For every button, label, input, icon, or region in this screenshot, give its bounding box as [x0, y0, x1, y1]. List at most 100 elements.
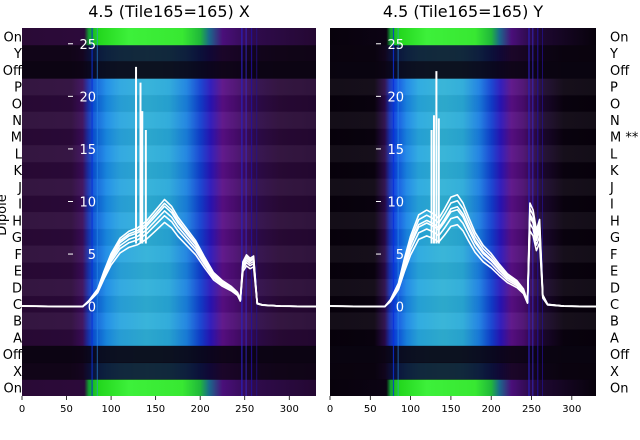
- overlay-tick-label: 0: [396, 301, 404, 316]
- heatmap-streak: [392, 28, 395, 396]
- x-axis: 0 50 100 150 200 250 300: [327, 396, 581, 415]
- category-label: N: [12, 114, 22, 129]
- category-label: H: [12, 214, 22, 229]
- category-label: O: [12, 97, 22, 112]
- category-label: J: [17, 181, 22, 196]
- category-label: M **: [610, 131, 639, 146]
- heatmap: [22, 28, 316, 396]
- category-label: On: [4, 30, 22, 45]
- overlay-tick-label: 20: [79, 90, 96, 105]
- heatmap-row-a: [330, 329, 596, 347]
- category-label: M: [11, 131, 22, 146]
- overlay-series: [22, 66, 316, 308]
- heatmap-row-l: [22, 145, 316, 163]
- x-tick-label: 0: [327, 404, 333, 415]
- heatmap-streak: [91, 28, 93, 396]
- category-label: Y: [609, 47, 618, 62]
- overlay-tick-label: 25: [387, 38, 404, 53]
- heatmap-row-j: [22, 178, 316, 196]
- x-axis: 0 50 100 150 200 250 300: [19, 396, 299, 415]
- heatmap-streak: [96, 28, 98, 396]
- heatmap-row-k: [22, 161, 316, 180]
- category-label: I: [18, 198, 22, 213]
- overlay-tick-label: 10: [79, 195, 96, 210]
- heatmap-row-n: [22, 111, 316, 129]
- heatmap-row-d: [330, 278, 596, 297]
- x-tick-label: 300: [280, 404, 299, 415]
- heatmap-row-f: [22, 245, 316, 263]
- category-label: E: [610, 265, 618, 280]
- heatmap-row-b: [330, 312, 596, 330]
- overlay-tick-label: 5: [396, 248, 404, 263]
- category-label: D: [12, 281, 22, 296]
- category-label: C: [13, 298, 22, 313]
- heatmap-row-x: [22, 362, 316, 380]
- data-line-0: [22, 221, 316, 308]
- heatmap-row-off: [22, 61, 316, 79]
- overlay-ticks: 0 5 10 15 20 25: [68, 38, 96, 316]
- heatmap-row-e: [22, 262, 316, 280]
- overlay-tick-label: 15: [79, 143, 96, 158]
- data-line-5: [22, 198, 316, 308]
- heatmap-streak: [250, 28, 253, 396]
- category-label: Y: [13, 47, 22, 62]
- overlay-tick-label: 20: [387, 90, 404, 105]
- category-label: X: [13, 365, 22, 380]
- heatmap-row-off: [330, 345, 596, 364]
- x-tick-label: 150: [441, 404, 460, 415]
- category-label: G: [610, 231, 620, 246]
- heatmap-row-x: [330, 362, 596, 380]
- heatmap-row-p: [22, 78, 316, 96]
- heatmap-row-l: [330, 145, 596, 163]
- panel-x-dipole: 0 5 10 15 20 25 4.5 (Tile165=165) X On X Off ABCDE…: [0, 2, 316, 415]
- category-label: E: [14, 265, 22, 280]
- data-line-0: [330, 223, 596, 308]
- y-axis-label: Dipole: [0, 194, 10, 235]
- heatmap-row-f: [330, 245, 596, 263]
- overlay-ticks: 0 5 10 15 20 25: [376, 38, 404, 316]
- x-tick-label: 200: [191, 404, 210, 415]
- category-label: O: [610, 97, 620, 112]
- heatmap-streak: [541, 28, 543, 396]
- heatmap-row-e: [330, 262, 596, 280]
- heatmap-row-n: [330, 111, 596, 129]
- category-label: H: [610, 214, 620, 229]
- category-label: On: [4, 382, 22, 397]
- category-label: J: [609, 181, 614, 196]
- data-line-5: [330, 194, 596, 308]
- heatmap-streaks: [91, 28, 258, 396]
- category-label: P: [14, 81, 22, 96]
- category-label: I: [610, 198, 614, 213]
- heatmap-row-o: [330, 94, 596, 113]
- category-label: N: [610, 114, 620, 129]
- x-tick-label: 50: [60, 404, 73, 415]
- x-tick-label: 250: [235, 404, 254, 415]
- heatmap-row-on: [22, 379, 316, 396]
- heatmap-streak: [241, 28, 243, 396]
- heatmap-background: [22, 28, 316, 396]
- overlay-series: [330, 71, 596, 308]
- x-tick-label: 0: [19, 404, 25, 415]
- heatmap-row-m: [330, 128, 596, 146]
- category-label: Off: [3, 64, 23, 79]
- heatmap-row-c: [22, 295, 316, 313]
- heatmap-streak: [537, 28, 539, 396]
- heatmap-row-g: [22, 228, 316, 246]
- overlay-tick-label: 5: [88, 248, 96, 263]
- heatmap-row-y: [22, 44, 316, 62]
- category-label: P: [610, 81, 618, 96]
- overlay-tick-label: 25: [79, 38, 96, 53]
- category-label: L: [610, 147, 618, 162]
- category-label: C: [610, 298, 619, 313]
- x-tick-label: 100: [401, 404, 420, 415]
- heatmap-row-p: [330, 78, 596, 96]
- category-label: X: [610, 365, 619, 380]
- heatmap-row-k: [330, 161, 596, 180]
- heatmap: [330, 28, 596, 396]
- heatmap-background: [330, 28, 596, 396]
- heatmap-row-off: [330, 61, 596, 79]
- category-label: D: [610, 281, 620, 296]
- category-label: B: [13, 315, 22, 330]
